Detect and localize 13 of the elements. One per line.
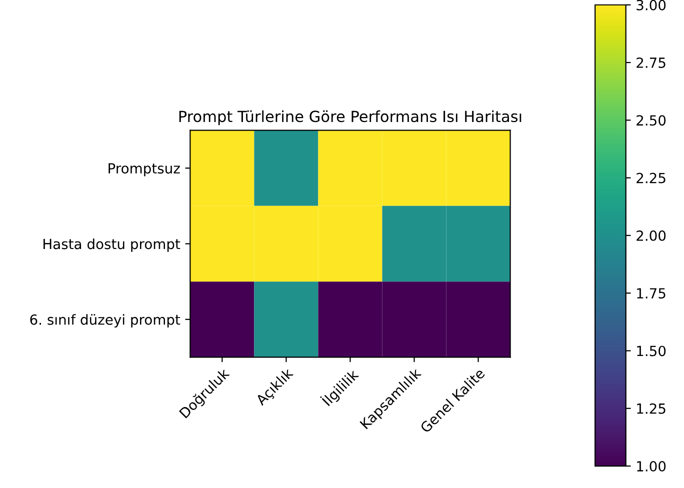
- color-bar-label: 2.75: [636, 57, 666, 68]
- color-bar-label: 1.25: [637, 403, 666, 414]
- chart-title: Prompt Türlerine Göre Performans Isı Haritası: [179, 110, 522, 126]
- y-tick-label: Hasta dostu prompt: [44, 238, 180, 252]
- color-bar-label: 1.00: [637, 461, 666, 472]
- color-bar-label: 1.75: [637, 288, 666, 299]
- color-bar-label: 2.50: [636, 115, 666, 126]
- color-bar-label: 1.50: [637, 346, 666, 356]
- color-bar-label: 2.00: [636, 230, 666, 241]
- color-bar-label: 3.00: [636, 0, 666, 10]
- color-bar-label: 2.25: [636, 172, 666, 184]
- y-tick-label: Promptsuz: [108, 163, 180, 176]
- y-tick-label: 6. sınıf düzeyi prompt: [30, 314, 180, 328]
